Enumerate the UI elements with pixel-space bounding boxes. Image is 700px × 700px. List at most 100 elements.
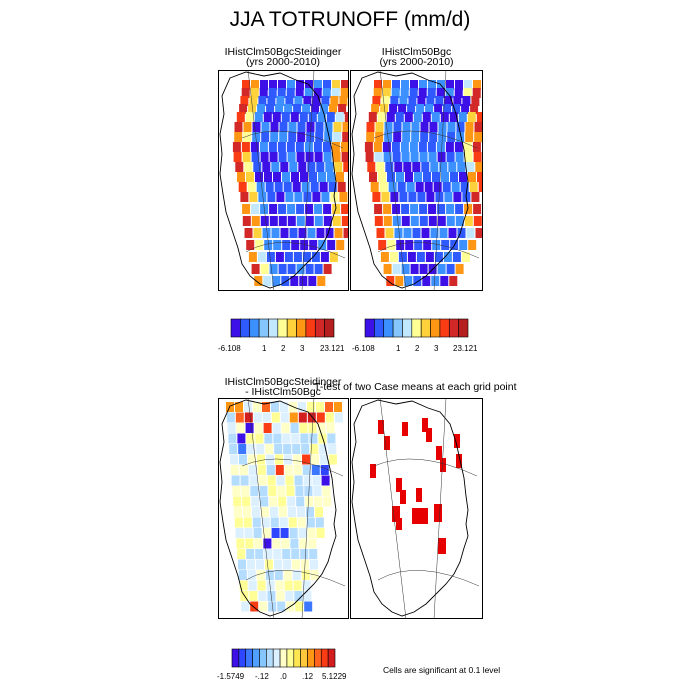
map-top-right-grid-cell: [410, 204, 419, 214]
map-top-left-grid-cell: [323, 204, 332, 214]
map-bottom-left-grid-cell: [306, 507, 314, 517]
map-top-left-grid-cell: [307, 162, 316, 172]
map-top-left-grid-cell: [336, 240, 345, 250]
map-top-right-grid-cell: [372, 96, 381, 106]
map-top-right-grid-cell: [377, 112, 386, 122]
map-top-right-grid-cell: [437, 152, 446, 162]
map-top-left-grid-cell: [287, 80, 295, 90]
map-bottom-left-grid-cell: [307, 402, 315, 412]
map-bottom-right-significant-cell: [402, 422, 408, 436]
map-bottom-left-grid-cell: [319, 444, 328, 454]
map-top-right-grid-cell: [437, 216, 446, 226]
map-top-left-grid-cell: [332, 80, 340, 90]
map-top-left-grid-cell: [343, 162, 349, 172]
map-bottom-left-grid-cell: [295, 601, 304, 612]
map-top-right-grid-cell: [457, 228, 466, 238]
map-top-left-grid-cell: [284, 104, 293, 114]
colorbar-difference-swatch: [272, 648, 281, 668]
map-top-left-grid-cell: [251, 80, 259, 90]
map-top-left-grid-cell: [266, 104, 275, 114]
map-bottom-left-grid-cell: [283, 444, 292, 454]
colorbar-top-left-swatch: [305, 318, 316, 338]
map-top-right-grid-cell: [395, 276, 404, 286]
map-top-left-meridian-right: [301, 70, 315, 291]
map-bottom-left-grid-cell: [280, 528, 289, 538]
map-top-left-grid-cell: [340, 142, 349, 152]
map-bottom-left-grid-cell: [261, 507, 269, 517]
map-top-right-grid-cell: [459, 172, 467, 182]
colorbar-difference-swatch: [300, 648, 308, 668]
map-top-left-grid-cell: [344, 112, 349, 122]
map-bottom-left-grid-cell: [311, 465, 320, 475]
map-bottom-left-grid-cell: [226, 412, 235, 423]
map-top-left-grid-cell: [257, 252, 266, 262]
map-top-right-grid-cell: [391, 88, 400, 98]
map-top-left-grid-cell: [250, 88, 259, 98]
colorbar-difference-swatch: [266, 648, 274, 668]
map-bottom-left-grid-cell: [291, 433, 300, 444]
map-bottom-left-grid-cell: [283, 570, 292, 580]
map-panel-top-left: [218, 70, 349, 291]
map-top-left-grid-cell: [326, 112, 335, 122]
map-top-right-grid-cell: [452, 252, 461, 262]
map-bottom-left-grid-cell: [302, 580, 311, 591]
map-bottom-left-grid-cell: [259, 486, 268, 496]
map-top-left-grid-cell: [295, 88, 304, 98]
map-bottom-left-grid-cell: [247, 444, 256, 454]
map-bottom-left-grid-cell: [241, 601, 250, 612]
map-top-right-grid-cell: [380, 252, 389, 262]
map-top-right-grid-cell: [440, 276, 449, 286]
map-bottom-left-grid-cell: [256, 444, 265, 454]
map-top-left-grid-cell: [235, 162, 244, 172]
map-bottom-left-frame: [218, 398, 349, 619]
map-top-right-coastline: [351, 71, 469, 289]
colorbar-top-left-label-1: 1: [262, 344, 267, 353]
map-top-right-grid-cell: [444, 192, 453, 202]
map-top-left-grid-cell: [277, 142, 286, 152]
map-top-left-grid-cell: [241, 142, 250, 152]
map-top-left-grid-cell: [294, 192, 303, 202]
map-top-left-grid-cell: [260, 152, 269, 162]
map-bottom-left-coastline: [219, 399, 337, 617]
map-top-right-grid-cell: [387, 172, 395, 182]
map-bottom-left-grid-cell: [281, 423, 290, 433]
map-top-right-grid-cell: [392, 264, 401, 274]
map-bottom-left-grid-cell: [316, 528, 325, 538]
map-top-left-grid-cell: [332, 152, 341, 162]
map-bottom-right-significant-cell: [422, 418, 428, 432]
map-top-right-grid-cell: [466, 228, 475, 238]
map-top-left-grid-cell: [342, 132, 349, 142]
colorbar-top-left-swatch: [277, 318, 288, 338]
colorbar-top-right-swatch: [392, 318, 403, 338]
map-top-left-grid-cell: [268, 88, 277, 98]
map-bottom-left-grid-cell: [253, 402, 261, 412]
map-bottom-left-grid-cell: [257, 465, 266, 475]
map-bottom-left-grid-cell: [266, 465, 275, 475]
map-bottom-left-grid-cell: [321, 475, 330, 486]
map-bottom-left-grid-cell: [252, 517, 261, 528]
map-top-right-grid-cell: [434, 252, 443, 262]
map-top-right-grid-cell: [378, 172, 386, 182]
map-top-left-grid-cell: [271, 162, 280, 172]
map-top-right-grid-cell: [381, 96, 390, 106]
map-top-left-grid-cell: [343, 228, 349, 238]
map-top-right-grid-cell: [367, 162, 376, 172]
map-top-right-grid-cell: [392, 216, 401, 226]
map-top-right-grid-cell: [476, 112, 483, 122]
map-top-left-grid-cell: [271, 228, 280, 238]
map-bottom-left-grid-cell: [262, 402, 270, 412]
map-top-right-grid-cell: [446, 152, 455, 162]
map-top-left-grid-cell: [238, 182, 247, 192]
map-top-left-grid-cell: [341, 216, 349, 226]
map-panel-top-right: [350, 70, 483, 291]
map-top-right-grid-cell: [424, 182, 433, 192]
map-top-right-grid-cell: [452, 104, 461, 114]
map-bottom-left-grid-cell: [247, 570, 256, 580]
map-top-right-grid-cell: [393, 122, 402, 132]
colorbar-difference-swatch: [238, 648, 247, 668]
map-top-right-grid-cell: [441, 172, 449, 182]
map-bottom-left-grid-cell: [230, 454, 238, 465]
map-bottom-left-grid-cell: [228, 433, 237, 444]
map-top-left-grid-cell: [279, 132, 288, 142]
map-top-left-grid-cell: [296, 216, 305, 226]
